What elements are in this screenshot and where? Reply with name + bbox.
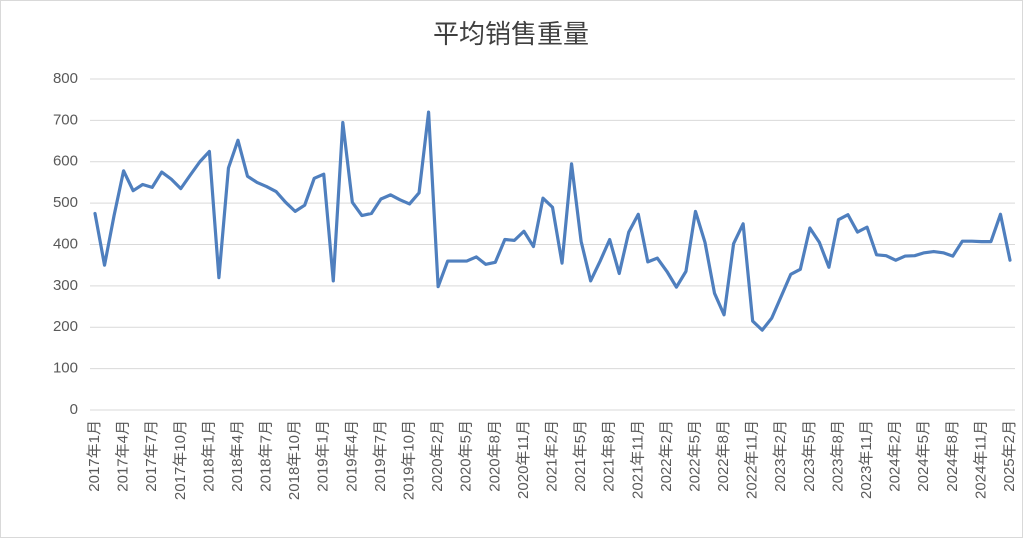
y-tick-label: 700 <box>53 111 78 128</box>
x-tick-label: 2020年8月 <box>486 420 503 492</box>
x-tick-label: 2017年7月 <box>143 420 160 492</box>
x-tick-label: 2017年4月 <box>115 420 132 492</box>
x-tick-label: 2021年8月 <box>601 420 618 492</box>
y-tick-label: 600 <box>53 153 78 170</box>
x-tick-label: 2024年2月 <box>887 420 904 492</box>
x-tick-label: 2023年5月 <box>801 420 818 492</box>
y-tick-label: 800 <box>53 70 78 87</box>
x-tick-label: 2021年11月 <box>629 420 646 499</box>
x-tick-label: 2017年10月 <box>172 420 189 500</box>
x-tick-label: 2019年1月 <box>315 420 332 492</box>
x-tick-label: 2022年8月 <box>715 420 732 492</box>
x-tick-label: 2020年5月 <box>458 420 475 492</box>
x-tick-label: 2021年2月 <box>543 420 560 492</box>
x-tick-label: 2019年7月 <box>372 420 389 492</box>
y-tick-label: 200 <box>53 318 78 335</box>
x-tick-label: 2024年5月 <box>915 420 932 492</box>
x-tick-label: 2019年4月 <box>343 420 360 492</box>
x-tick-label: 2020年11月 <box>515 420 532 499</box>
y-tick-label: 500 <box>53 194 78 211</box>
x-tick-label: 2023年2月 <box>772 420 789 492</box>
x-tick-label: 2022年11月 <box>744 420 761 499</box>
x-tick-label: 2024年11月 <box>972 420 989 499</box>
data-line <box>93 110 1012 332</box>
x-tick-label: 2025年2月 <box>1001 420 1018 492</box>
x-tick-label: 2018年1月 <box>200 420 217 492</box>
x-tick-label: 2023年8月 <box>829 420 846 492</box>
x-tick-label: 2024年8月 <box>944 420 961 492</box>
x-tick-label: 2022年2月 <box>658 420 675 492</box>
y-tick-label: 0 <box>70 401 78 418</box>
chart-title: 平均销售重量 <box>433 20 589 50</box>
x-tick-label: 2018年4月 <box>229 420 246 492</box>
y-tick-label: 100 <box>53 360 78 377</box>
x-tick-label: 2021年5月 <box>572 420 589 492</box>
x-tick-label: 2023年11月 <box>858 420 875 499</box>
y-tick-label: 300 <box>53 277 78 294</box>
x-tick-label: 2017年1月 <box>86 420 103 492</box>
x-tick-label: 2022年5月 <box>686 420 703 492</box>
x-tick-label: 2018年10月 <box>286 420 303 500</box>
x-tick-label: 2019年10月 <box>401 420 418 500</box>
x-tick-label: 2020年2月 <box>429 420 446 492</box>
x-tick-label: 2018年7月 <box>258 420 275 492</box>
y-tick-label: 400 <box>53 235 78 252</box>
